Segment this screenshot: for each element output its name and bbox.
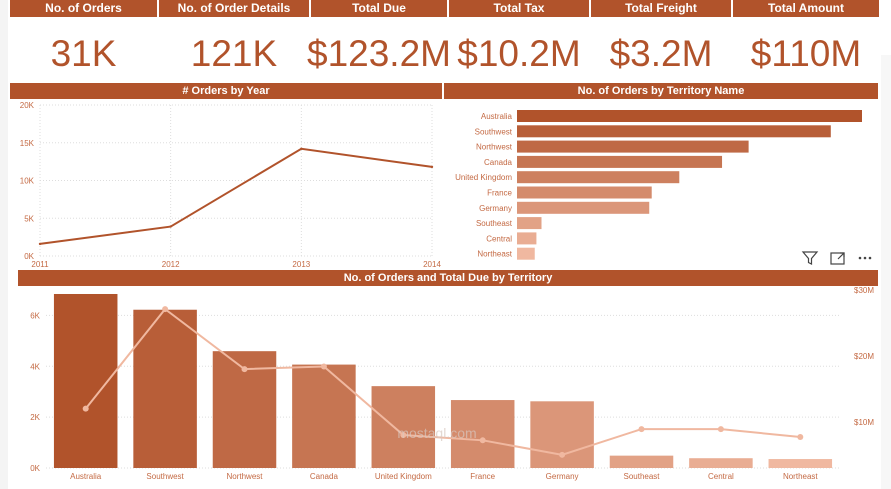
territory-label: Central: [486, 234, 512, 243]
territory-label: Southeast: [476, 219, 513, 228]
data-point: [300, 147, 303, 150]
data-point: [169, 225, 172, 228]
total-due-point: [717, 426, 724, 433]
territory-bar: [517, 155, 723, 168]
x-tick-label: Germany: [546, 472, 579, 481]
kpi-header-orders: No. of Orders: [10, 0, 157, 17]
orders-bar: [530, 401, 594, 468]
y-tick-label: 0K: [24, 252, 34, 261]
kpi-value-total-amount: $110M: [750, 33, 862, 74]
x-tick-label: 2014: [423, 260, 441, 269]
orders-by-territory-chart[interactable]: Australia Southwest Northwest Canada United …: [444, 99, 880, 265]
total-due-point: [797, 434, 804, 441]
territory-bar: [517, 171, 680, 184]
kpi-header-total-due: Total Due: [311, 0, 447, 17]
y2-tick-label: $30M: [854, 286, 874, 295]
orders-bar: [689, 458, 753, 468]
territory-bar: [517, 186, 652, 199]
kpi-header-order-details: No. of Order Details: [159, 0, 309, 17]
territory-label: Northwest: [476, 143, 513, 152]
watermark: mostaql.com: [397, 425, 477, 441]
orders-line: [39, 147, 433, 245]
orders-bar: [609, 455, 674, 468]
kpi-value-total-due: $123.2M: [307, 33, 451, 74]
y-tick-label: 0K: [30, 464, 40, 473]
y-tick-label: 20K: [20, 101, 35, 110]
x-tick-label: France: [470, 472, 495, 481]
orders-bar: [292, 364, 356, 468]
y2-tick-label: $10M: [854, 418, 874, 427]
territory-bar: [517, 217, 542, 230]
orders-by-year-chart[interactable]: 0K 5K 10K 15K 20K 2011 2012 2013 2014: [10, 99, 442, 269]
total-due-point: [320, 363, 327, 370]
y-tick-label: 5K: [24, 214, 34, 223]
total-due-line: [84, 307, 801, 456]
orders-bar: [768, 459, 833, 468]
canvas-left-margin: [0, 0, 8, 489]
kpi-header-total-amount: Total Amount: [733, 0, 879, 17]
orders-bar: [450, 400, 515, 468]
x-tick-label: 2011: [31, 260, 49, 269]
orders-bar: [371, 386, 436, 468]
x-tick-label: Australia: [70, 472, 102, 481]
more-options-icon[interactable]: [856, 250, 874, 266]
total-due-point: [400, 432, 407, 439]
x-tick-label: Northeast: [783, 472, 818, 481]
territory-bar: [517, 232, 537, 245]
x-tick-label: 2013: [292, 260, 310, 269]
kpi-header-total-tax: Total Tax: [449, 0, 589, 17]
y2-tick-label: $20M: [854, 352, 874, 361]
kpi-value-orders: 31K: [50, 33, 117, 74]
canvas-right-margin: [881, 55, 891, 489]
territory-bar: [517, 140, 749, 153]
territory-label: Southwest: [475, 127, 513, 136]
y-tick-label: 15K: [20, 139, 35, 148]
total-due-point: [638, 426, 645, 433]
kpi-header-total-freight: Total Freight: [591, 0, 731, 17]
total-due-point: [559, 451, 566, 458]
territory-bar: [517, 125, 831, 138]
territory-label: Northeast: [477, 250, 512, 259]
total-due-point: [241, 366, 248, 373]
total-due-point: [479, 437, 486, 444]
total-due-point: [82, 405, 89, 412]
territory-bar: [517, 247, 535, 260]
kpi-value-total-tax: $10.2M: [457, 33, 581, 74]
focus-mode-icon[interactable]: [829, 250, 847, 266]
data-point: [38, 242, 42, 246]
y-tick-label: 4K: [30, 362, 40, 371]
territory-bar: [517, 110, 862, 122]
kpi-value-order-details: 121K: [190, 33, 278, 74]
x-tick-label: United Kingdom: [375, 472, 432, 481]
combo-chart-title: No. of Orders and Total Due by Territory: [18, 270, 878, 286]
territory-label: Canada: [484, 158, 513, 167]
y-tick-label: 2K: [30, 413, 40, 422]
x-tick-label: Central: [708, 472, 734, 481]
territory-label: United Kingdom: [455, 173, 512, 182]
x-tick-label: Canada: [310, 472, 339, 481]
territory-label: Australia: [481, 112, 513, 121]
y-tick-label: 6K: [30, 311, 40, 320]
territory-bar: [517, 201, 650, 214]
territory-label: Germany: [479, 204, 512, 213]
x-tick-label: Southwest: [146, 472, 184, 481]
filter-icon[interactable]: [801, 250, 819, 266]
data-point: [430, 165, 434, 169]
total-due-point: [162, 306, 169, 313]
territory-label: France: [487, 189, 512, 198]
y-tick-label: 10K: [20, 177, 35, 186]
orders-by-year-title: # Orders by Year: [10, 83, 442, 99]
x-tick-label: 2012: [162, 260, 180, 269]
kpi-value-total-freight: $3.2M: [609, 33, 713, 74]
x-tick-label: Southeast: [623, 472, 660, 481]
orders-due-by-territory-chart[interactable]: 0K 2K 4K 6K $10M $20M $30M Australia Southwest No…: [18, 286, 880, 486]
x-tick-label: Northwest: [226, 472, 263, 481]
orders-bar: [133, 309, 197, 468]
orders-by-territory-title: No. of Orders by Territory Name: [444, 83, 878, 99]
